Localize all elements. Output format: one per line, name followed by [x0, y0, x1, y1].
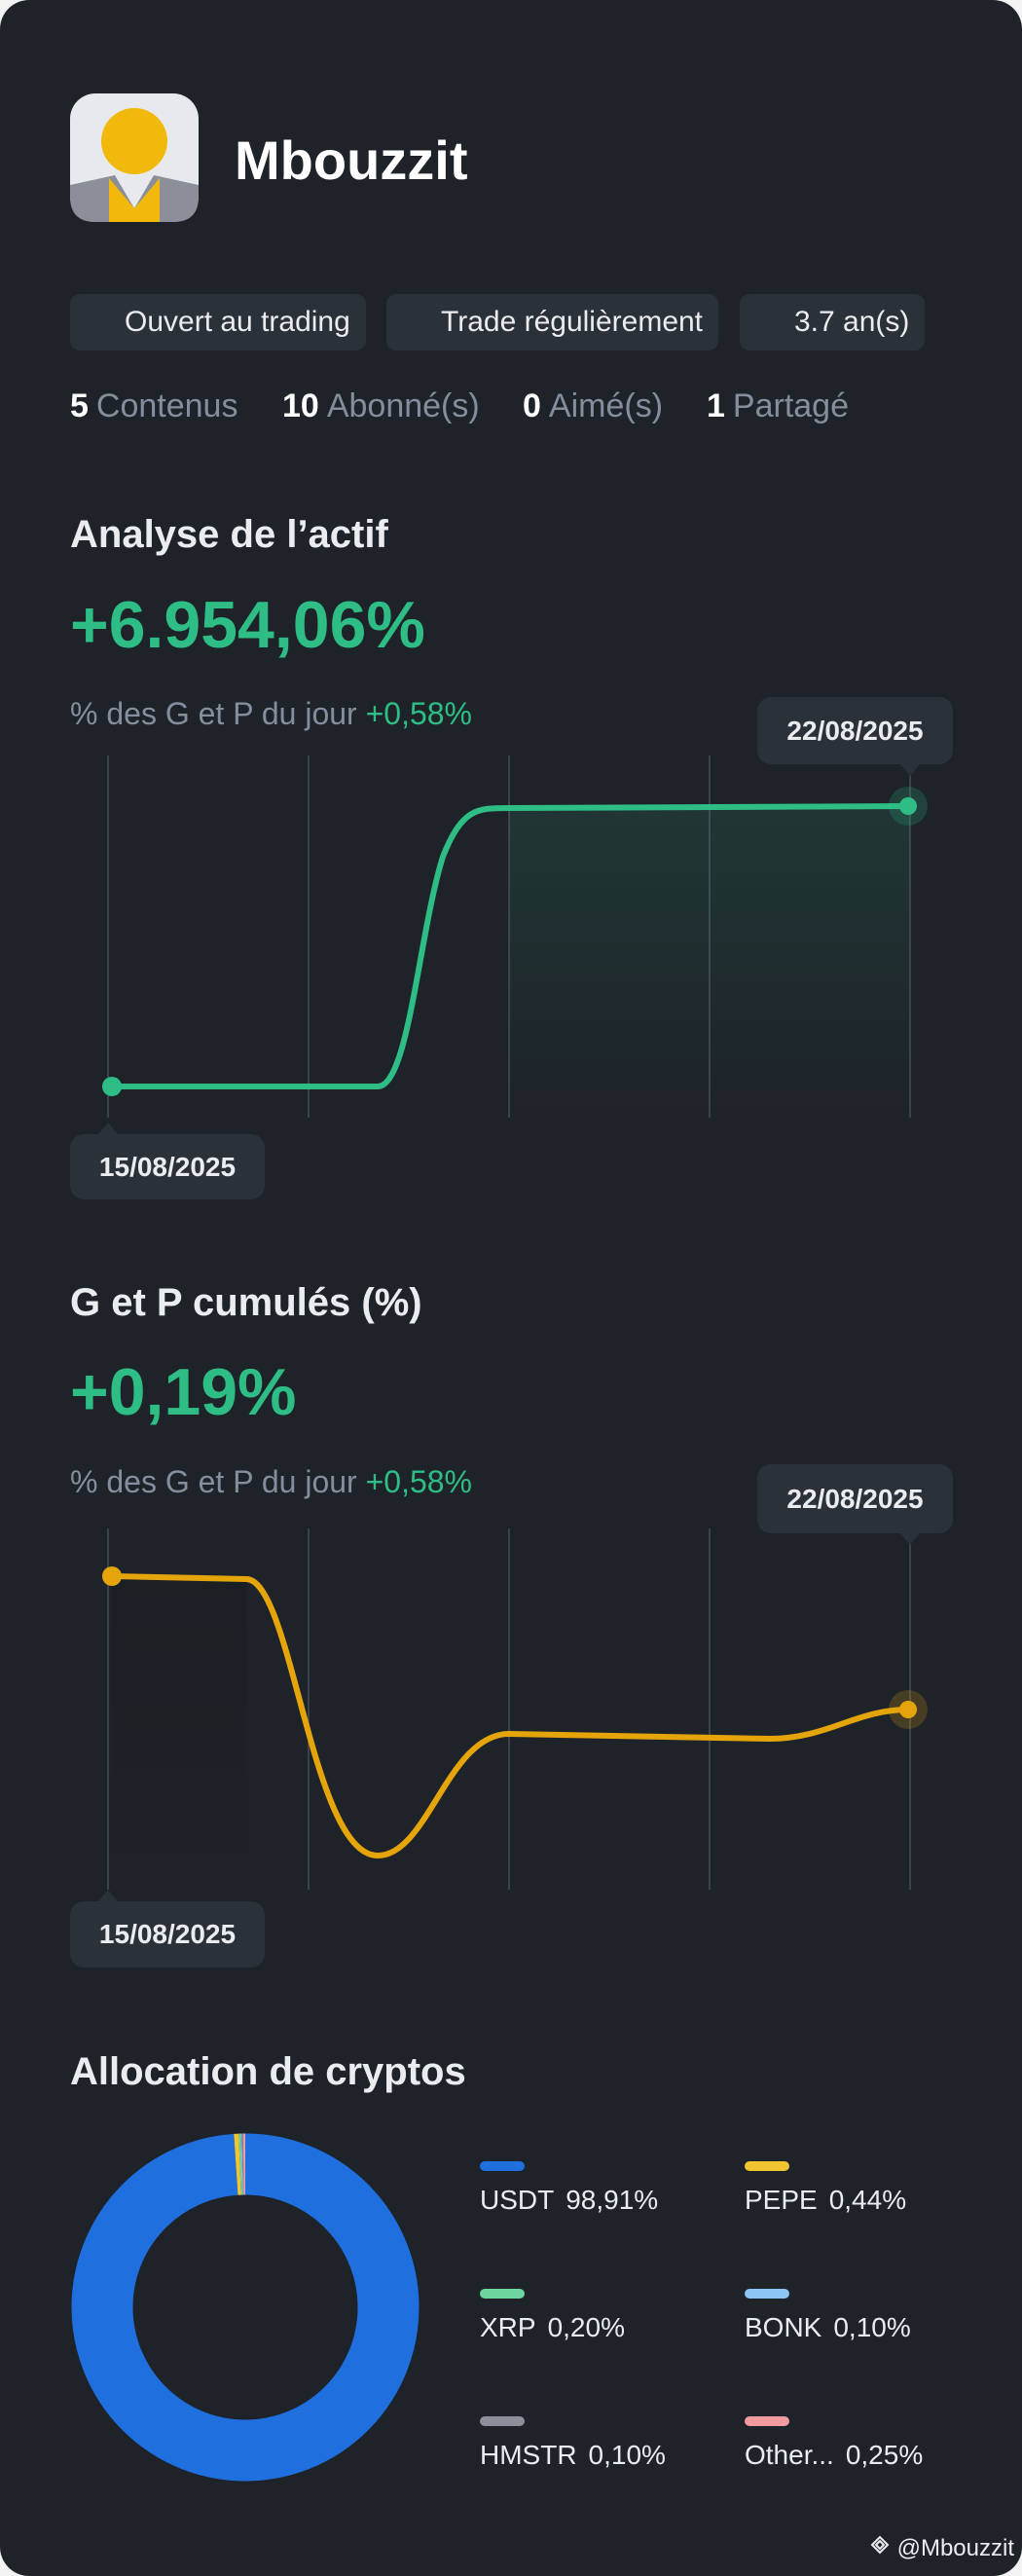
- badge: Trade régulièrement: [386, 294, 719, 350]
- stat-label: Abonné(s): [326, 387, 480, 424]
- daily-value: +0,58%: [365, 1464, 472, 1499]
- legend-entry: USDT 98,91%: [480, 2185, 658, 2216]
- stat-value: 0: [523, 387, 541, 424]
- stat-label: Partagé: [732, 387, 850, 424]
- avatar: [70, 93, 199, 222]
- legend-value: 0,10%: [833, 2312, 911, 2342]
- pnl-line: [111, 1573, 909, 1859]
- end-date: 22/08/2025: [757, 697, 953, 764]
- donut: [71, 2133, 420, 2482]
- daily-pnl: % des G et P du jour +0,58%: [70, 1464, 472, 1500]
- stat: 1 Partagé: [707, 387, 849, 425]
- daily-value: +0,58%: [365, 696, 472, 731]
- tooltip-pointer: [900, 1533, 920, 1545]
- start-point: [102, 1077, 122, 1096]
- badge: Ouvert au trading: [70, 294, 366, 350]
- section-title: Allocation de cryptos: [70, 2050, 466, 2093]
- legend-name: HMSTR: [480, 2440, 577, 2470]
- stat-value: 5: [70, 387, 89, 424]
- logo: [870, 2535, 890, 2555]
- daily-label: % des G et P du jour: [70, 696, 357, 731]
- stat-label: Contenus: [95, 387, 238, 424]
- legend-entry: BONK 0,10%: [745, 2312, 911, 2343]
- badge: 3.7 an(s): [740, 294, 926, 350]
- stat: 10 Abonné(s): [282, 387, 480, 425]
- tooltip-pointer: [98, 1890, 118, 1901]
- area: [112, 1576, 246, 1890]
- legend-entry: PEPE 0,44%: [745, 2185, 906, 2216]
- area: [509, 806, 910, 1118]
- donut-segment: [71, 2133, 420, 2482]
- donut-segment: [71, 2133, 420, 2482]
- stat-label: Aimé(s): [548, 387, 664, 424]
- legend-swatch: [480, 2289, 525, 2299]
- stat-value: 1: [707, 387, 725, 424]
- legend-value: 0,25%: [845, 2440, 924, 2470]
- legend-swatch: [745, 2289, 789, 2299]
- section-title: G et P cumulés (%): [70, 1281, 422, 1324]
- legend-entry: XRP 0,20%: [480, 2312, 625, 2343]
- legend-swatch: [745, 2161, 789, 2171]
- legend-name: Other...: [745, 2440, 834, 2470]
- start-date: 15/08/2025: [70, 1134, 265, 1199]
- legend-value: 98,91%: [566, 2185, 659, 2215]
- start-date: 15/08/2025: [70, 1901, 265, 1968]
- asset-value: +6.954,06%: [70, 588, 425, 662]
- end-date: 22/08/2025: [757, 1464, 953, 1533]
- legend-value: 0,10%: [588, 2440, 666, 2470]
- user-name: Mbouzzit: [235, 129, 468, 191]
- tooltip-pointer: [98, 1122, 118, 1134]
- watermark: @Mbouzzit: [896, 2535, 1014, 2561]
- legend-entry: Other... 0,25%: [745, 2440, 923, 2471]
- end-point: [899, 1701, 917, 1718]
- legend-name: PEPE: [745, 2185, 818, 2215]
- daily-label: % des G et P du jour: [70, 1464, 357, 1499]
- legend-swatch: [480, 2416, 525, 2426]
- legend-value: 0,44%: [828, 2185, 907, 2215]
- stat-value: 10: [282, 387, 319, 424]
- stat: 5 Contenus: [70, 387, 237, 425]
- pnl-value: +0,19%: [70, 1355, 297, 1429]
- legend-entry: HMSTR 0,10%: [480, 2440, 666, 2471]
- legend-name: XRP: [480, 2312, 536, 2342]
- tooltip-pointer: [900, 764, 920, 776]
- legend-value: 0,20%: [547, 2312, 625, 2342]
- start-point: [102, 1566, 122, 1586]
- stat: 0 Aimé(s): [523, 387, 663, 425]
- section-title: Analyse de l’actif: [70, 513, 388, 556]
- legend-swatch: [745, 2416, 789, 2426]
- end-point: [899, 797, 917, 815]
- legend-name: USDT: [480, 2185, 555, 2215]
- asset-line: [112, 803, 911, 1089]
- legend-swatch: [480, 2161, 525, 2171]
- legend-name: BONK: [745, 2312, 822, 2342]
- daily-pnl: % des G et P du jour +0,58%: [70, 696, 472, 732]
